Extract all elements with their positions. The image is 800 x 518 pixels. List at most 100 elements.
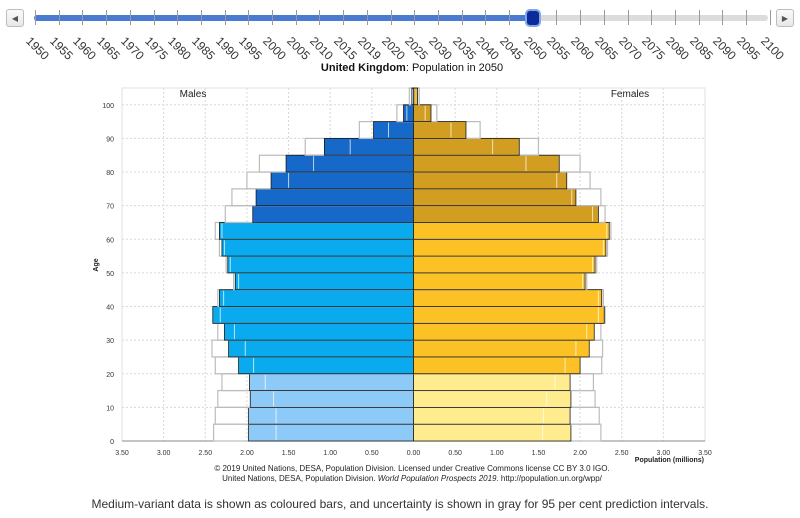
female-bar-40-44 — [413, 289, 603, 307]
slider-tick — [746, 10, 747, 25]
female-bar-70-74 — [413, 188, 577, 207]
slider-tick — [82, 10, 84, 25]
slider-tick — [106, 10, 108, 25]
male-bar-80-84 — [285, 154, 414, 173]
x-tick-label: 2.00 — [240, 450, 254, 457]
slider-tick — [674, 10, 676, 25]
y-tick-label: 60 — [106, 237, 114, 244]
male-bar-60-64 — [219, 222, 414, 240]
x-tick-label: 1.50 — [282, 450, 296, 457]
male-bar-90-94 — [373, 121, 414, 139]
x-tick-label: 1.00 — [490, 450, 504, 457]
male-bar-20-24 — [238, 356, 414, 375]
slider-tick — [461, 10, 463, 25]
previous-year-button[interactable]: ◀ — [6, 9, 24, 27]
x-tick-label: 2.50 — [198, 450, 212, 457]
slider-tick — [437, 10, 439, 25]
slider-tick — [224, 10, 226, 25]
female-bar-0-4 — [413, 423, 572, 442]
chart-title-country: United Kingdom — [320, 62, 406, 74]
male-bar-45-49 — [234, 272, 414, 291]
x-tick-label: 0.50 — [448, 450, 462, 457]
y-tick-label: 90 — [106, 136, 114, 143]
year-slider[interactable]: ◀ 1950 1955 1960 1965 1970 1975 1980 1985 1990 19… — [0, 0, 800, 63]
credits-line-1: © 2019 United Nations, DESA, Population … — [214, 464, 610, 473]
x-tick-label: 1.50 — [532, 450, 546, 457]
female-bar-25-29 — [413, 339, 590, 358]
chart-title: United Kingdom: Population in 2050 — [0, 62, 800, 74]
female-bar-55-59 — [413, 238, 607, 257]
y-tick-label: 10 — [106, 405, 114, 412]
male-bar-0-4 — [248, 423, 414, 442]
female-bar-35-39 — [413, 306, 605, 324]
slider-tick — [580, 10, 582, 25]
credits-source: United Nations, DESA, Population Divisio… — [222, 474, 378, 483]
y-tick-label: 100 — [102, 103, 114, 110]
y-tick-label: 70 — [106, 204, 114, 211]
credits-publication: World Population Prospects 2019 — [377, 474, 497, 483]
slider-tick — [769, 10, 771, 25]
slider-tick — [722, 10, 724, 25]
female-bar-75-79 — [413, 171, 568, 190]
y-tick-label: 80 — [106, 170, 114, 177]
male-bar-50-54 — [227, 255, 414, 274]
chevron-left-icon: ◀ — [11, 13, 19, 23]
female-bar-50-54 — [413, 255, 596, 274]
y-tick-label: 20 — [106, 372, 114, 379]
slider-tick — [414, 10, 416, 25]
chart-title-rest: : Population in 2050 — [405, 62, 504, 74]
slider-tick — [200, 10, 202, 25]
slider-tick — [35, 10, 36, 25]
female-bar-20-24 — [413, 356, 581, 375]
slider-tick — [295, 10, 297, 25]
slider-tick — [627, 10, 629, 25]
female-bar-10-14 — [413, 390, 572, 408]
male-bar-65-69 — [252, 205, 414, 223]
male-bar-5-9 — [248, 406, 414, 425]
male-bar-35-39 — [212, 306, 414, 324]
x-tick-label: 0.50 — [365, 450, 379, 457]
female-bar-60-64 — [413, 222, 610, 240]
female-bar-85-89 — [413, 138, 520, 156]
male-bar-70-74 — [255, 188, 414, 207]
x-tick-label: 3.50 — [698, 450, 712, 457]
footnote: Medium-variant data is shown as coloured… — [91, 497, 709, 511]
slider-tick — [603, 10, 605, 25]
y-tick-label: 40 — [106, 305, 114, 312]
slider-tick — [153, 10, 155, 25]
slider-tick — [177, 10, 179, 25]
slider-tick — [485, 10, 487, 25]
female-bar-65-69 — [413, 205, 599, 223]
slider-tick — [651, 10, 653, 25]
slider-track[interactable] — [34, 15, 768, 21]
next-year-button[interactable]: ▶ — [776, 9, 794, 27]
x-axis-title: Population (millions) — [635, 457, 704, 464]
female-bar-30-34 — [413, 322, 595, 341]
y-axis-title: Age — [93, 258, 100, 271]
females-label: Females — [611, 89, 649, 100]
x-tick-label: 2.50 — [615, 450, 629, 457]
female-bar-80-84 — [413, 154, 560, 173]
male-bar-55-59 — [221, 238, 414, 257]
female-bar-5-9 — [413, 406, 571, 425]
chevron-right-icon: ▶ — [781, 13, 789, 23]
slider-tick — [366, 10, 368, 25]
y-tick-label: 0 — [110, 439, 114, 446]
slider-tick — [556, 10, 558, 25]
slider-tick — [319, 10, 321, 25]
credits-line-2: United Nations, DESA, Population Divisio… — [0, 474, 800, 483]
credits-url: . http://population.un.org/wpp/ — [496, 474, 602, 483]
slider-tick — [509, 10, 510, 25]
male-bar-75-79 — [270, 171, 414, 190]
y-tick-label: 50 — [106, 271, 114, 278]
male-bar-15-19 — [249, 373, 414, 391]
slider-tick — [248, 10, 250, 25]
slider-thumb[interactable] — [524, 9, 541, 27]
slider-tick — [390, 10, 392, 25]
male-bar-95-99 — [403, 104, 414, 123]
female-bar-90-94 — [413, 121, 467, 139]
female-bar-95-99 — [413, 104, 432, 123]
male-bar-10-14 — [249, 390, 414, 408]
slider-tick — [698, 10, 700, 25]
